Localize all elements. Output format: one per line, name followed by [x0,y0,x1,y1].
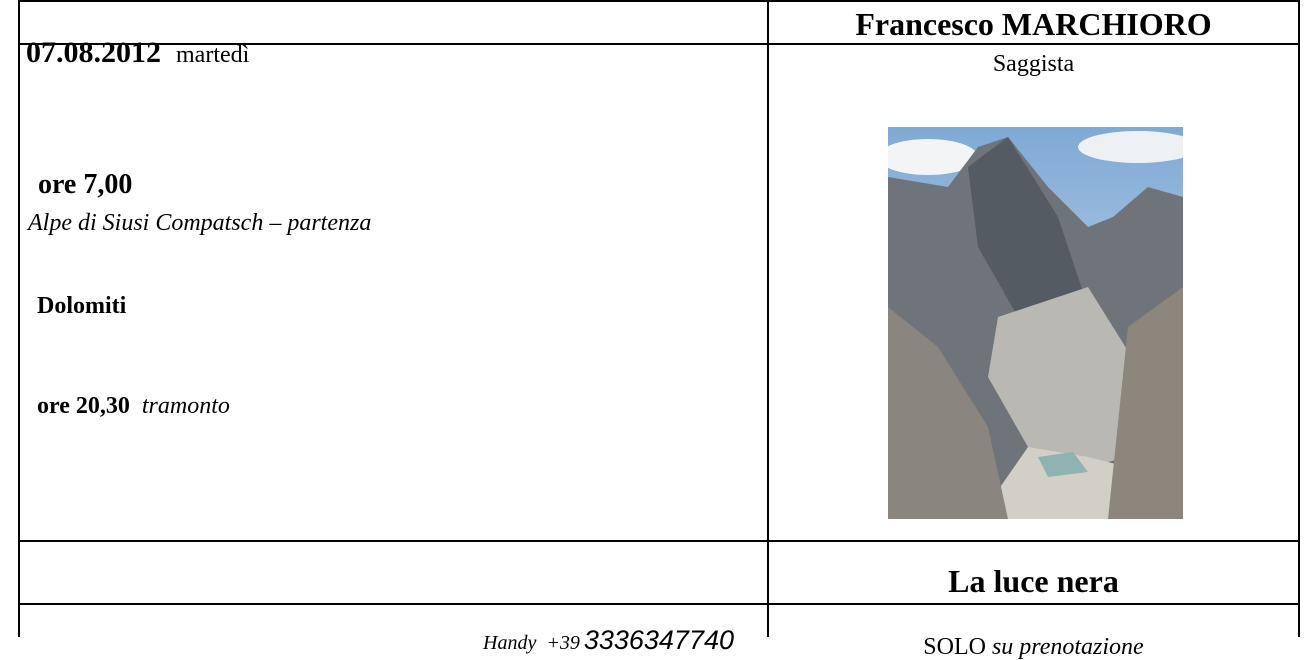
end-note: tramonto [141,393,230,419]
border [18,43,1300,45]
booking-line: SOLO su prenotazione [769,611,1298,659]
time-end-line: ore 20,30 tramonto [37,370,230,418]
border [767,0,769,637]
phone-number: 3336347740 [583,625,734,655]
book-title: La luce nera [948,563,1119,599]
place: Alpe di Siusi Compatsch – partenza [28,210,372,236]
border [18,0,20,637]
border [18,603,1300,605]
date-line: 07.08.2012 martedì [26,8,249,68]
phone-label: Handy +39 [483,632,580,654]
mountain-photo [888,127,1183,519]
phone-line: Handy +39 3336347740 [20,611,734,654]
time-start: ore 7,00 [38,169,133,200]
booking: SOLO [923,634,986,660]
author: Francesco MARCHIORO [855,6,1212,42]
role: Saggista [992,51,1075,77]
region: Dolomiti [37,293,127,319]
booking-note: su prenotazione [991,634,1144,660]
time-end: ore 20,30 [37,393,130,419]
page: 07.08.2012 martedì Francesco MARCHIORO S… [18,0,1300,659]
border [18,0,1300,2]
weekday: martedì [176,42,250,68]
date: 07.08.2012 [26,36,161,69]
border [1298,0,1300,637]
border [18,540,1300,542]
